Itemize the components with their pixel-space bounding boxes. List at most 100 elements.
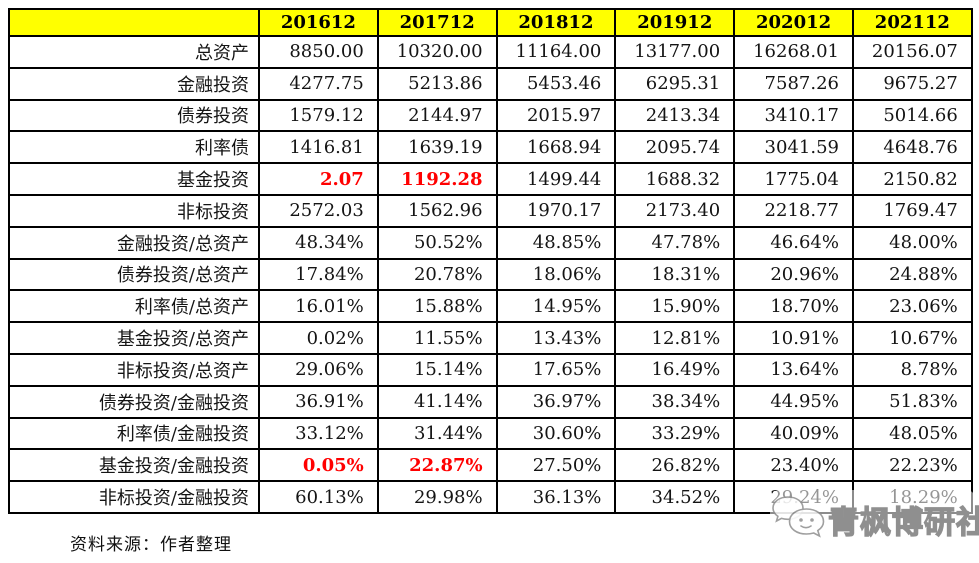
row-label: 利率债/金融投资: [8, 416, 260, 451]
data-cell: 13.64%: [733, 352, 854, 387]
data-cell: 16268.01: [733, 35, 854, 69]
data-cell: 27.50%: [495, 448, 617, 483]
data-cell: 2413.34: [614, 98, 736, 133]
data-cell: 1639.19: [376, 130, 498, 165]
data-cell: 1192.28: [376, 162, 498, 196]
year-header: 201812: [495, 8, 617, 37]
data-cell: 2173.40: [614, 193, 736, 228]
data-cell: 20.78%: [376, 257, 498, 292]
data-cell: 3041.59: [733, 130, 854, 165]
data-cell: 8850.00: [258, 35, 379, 69]
data-cell: 1579.12: [258, 98, 379, 133]
data-cell: 26.82%: [614, 448, 736, 483]
row-label: 基金投资: [8, 162, 260, 196]
data-cell: 17.65%: [495, 352, 617, 387]
data-cell: 48.00%: [851, 225, 973, 260]
table-row: 债券投资/金融投资 36.91% 41.14% 36.97% 38.34% 44.95% 5…: [8, 384, 973, 419]
year-header: 201912: [614, 8, 736, 37]
table-row: 总资产 8850.00 10320.00 11164.00 13177.00 16268.…: [8, 35, 973, 69]
data-cell: 44.95%: [733, 384, 854, 419]
data-cell: 4277.75: [258, 66, 379, 101]
financial-data-table: 201612 201712 201812 201912 202012 202112 总资产…: [8, 8, 973, 514]
row-label: 非标投资/总资产: [8, 352, 260, 387]
data-cell: 18.29%: [851, 480, 973, 514]
table-row: 利率债/金融投资 33.12% 31.44% 30.60% 33.29% 40.09% 48…: [8, 416, 973, 451]
row-label: 利率债: [8, 130, 260, 165]
data-cell: 29.24%: [733, 480, 854, 514]
data-cell: 48.34%: [258, 225, 379, 260]
data-cell: 10320.00: [376, 35, 498, 69]
table-row: 非标投资/金融投资 60.13% 29.98% 36.13% 34.52% 29.24% 1…: [8, 480, 973, 514]
table-row: 金融投资/总资产 48.34% 50.52% 48.85% 47.78% 46.64% 48…: [8, 225, 973, 260]
year-header: 202112: [851, 8, 973, 37]
table-row: 基金投资 2.07 1192.28 1499.44 1688.32 1775.04 2150…: [8, 162, 973, 196]
data-cell: 18.06%: [495, 257, 617, 292]
data-cell: 41.14%: [376, 384, 498, 419]
data-cell: 3410.17: [733, 98, 854, 133]
data-cell: 2150.82: [851, 162, 973, 196]
data-cell: 12.81%: [614, 321, 736, 355]
year-header: 201712: [376, 8, 498, 37]
row-label: 债券投资/金融投资: [8, 384, 260, 419]
data-cell: 23.40%: [733, 448, 854, 483]
data-cell: 24.88%: [851, 257, 973, 292]
row-label: 非标投资/金融投资: [8, 480, 260, 514]
table-row: 债券投资 1579.12 2144.97 2015.97 2413.34 3410.17 5…: [8, 98, 973, 133]
data-cell: 36.91%: [258, 384, 379, 419]
data-cell: 5014.66: [851, 98, 973, 133]
data-cell: 17.84%: [258, 257, 379, 292]
data-cell: 38.34%: [614, 384, 736, 419]
data-cell: 20.96%: [733, 257, 854, 292]
data-cell: 10.67%: [851, 321, 973, 355]
table-row: 利率债 1416.81 1639.19 1668.94 2095.74 3041.59 46…: [8, 130, 973, 165]
data-cell: 22.23%: [851, 448, 973, 483]
data-cell: 29.06%: [258, 352, 379, 387]
data-cell: 47.78%: [614, 225, 736, 260]
corner-cell: [8, 8, 260, 37]
table-row: 债券投资/总资产 17.84% 20.78% 18.06% 18.31% 20.96% 24…: [8, 257, 973, 292]
table-row: 基金投资/总资产 0.02% 11.55% 13.43% 12.81% 10.91% 10.…: [8, 321, 973, 355]
data-cell: 1668.94: [495, 130, 617, 165]
data-cell: 1416.81: [258, 130, 379, 165]
year-header: 201612: [258, 8, 379, 37]
data-cell: 29.98%: [376, 480, 498, 514]
row-label: 总资产: [8, 35, 260, 69]
row-label: 非标投资: [8, 193, 260, 228]
data-cell: 9675.27: [851, 66, 973, 101]
data-cell: 14.95%: [495, 289, 617, 324]
data-cell: 13177.00: [614, 35, 736, 69]
data-cell: 1688.32: [614, 162, 736, 196]
row-label: 债券投资: [8, 98, 260, 133]
data-cell: 33.29%: [614, 416, 736, 451]
data-cell: 5213.86: [376, 66, 498, 101]
data-cell: 22.87%: [376, 448, 498, 483]
data-cell: 36.97%: [495, 384, 617, 419]
data-cell: 60.13%: [258, 480, 379, 514]
data-cell: 50.52%: [376, 225, 498, 260]
data-cell: 1562.96: [376, 193, 498, 228]
data-cell: 30.60%: [495, 416, 617, 451]
row-label: 金融投资: [8, 66, 260, 101]
row-label: 基金投资/总资产: [8, 321, 260, 355]
data-cell: 16.01%: [258, 289, 379, 324]
data-cell: 23.06%: [851, 289, 973, 324]
data-cell: 8.78%: [851, 352, 973, 387]
data-cell: 1499.44: [495, 162, 617, 196]
data-cell: 2144.97: [376, 98, 498, 133]
data-cell: 6295.31: [614, 66, 736, 101]
data-cell: 18.70%: [733, 289, 854, 324]
data-cell: 11.55%: [376, 321, 498, 355]
table-header-row: 201612 201712 201812 201912 202012 202112: [8, 8, 973, 37]
data-cell: 48.05%: [851, 416, 973, 451]
data-cell: 15.90%: [614, 289, 736, 324]
data-cell: 4648.76: [851, 130, 973, 165]
table-row: 非标投资 2572.03 1562.96 1970.17 2173.40 2218.77 1…: [8, 193, 973, 228]
data-cell: 0.02%: [258, 321, 379, 355]
data-cell: 13.43%: [495, 321, 617, 355]
row-label: 利率债/总资产: [8, 289, 260, 324]
data-cell: 5453.46: [495, 66, 617, 101]
row-label: 基金投资/金融投资: [8, 448, 260, 483]
data-cell: 15.88%: [376, 289, 498, 324]
data-cell: 2015.97: [495, 98, 617, 133]
data-cell: 10.91%: [733, 321, 854, 355]
